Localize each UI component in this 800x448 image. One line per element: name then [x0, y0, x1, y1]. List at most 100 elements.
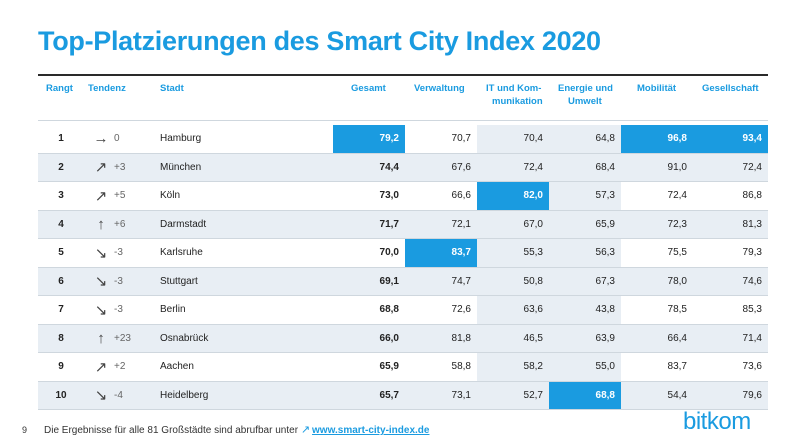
verwaltung-cell: 73,1	[451, 389, 471, 401]
trend-delta-cell: -3	[114, 247, 123, 259]
trend-arrow-icon: ↗	[94, 358, 108, 376]
header-gesamt: Gesamt	[351, 83, 386, 94]
header-it: IT und Kom- munikation	[486, 82, 543, 108]
mobilitaet-cell: 72,3	[667, 218, 687, 230]
rank-cell: 4	[58, 218, 64, 230]
it-cell: 52,7	[523, 389, 543, 401]
city-cell: Heidelberg	[160, 389, 209, 401]
page-number: 9	[22, 425, 28, 435]
trend-delta-cell: +23	[114, 332, 131, 344]
trend-delta-cell: -4	[114, 389, 123, 401]
gesamt-cell: 65,7	[379, 389, 399, 401]
header-gesellschaft: Gesellschaft	[702, 83, 759, 94]
table-row: 7 ↘ -3 Berlin 68,8 72,6 63,6 43,8 78,5 85,3	[38, 296, 768, 325]
table-row: 1 → 0 Hamburg 79,2 70,7 70,4 64,8 96,8 93,4	[38, 125, 768, 154]
city-cell: Karlsruhe	[160, 247, 203, 259]
verwaltung-cell: 83,7	[405, 239, 477, 267]
rank-cell: 3	[58, 190, 64, 202]
table-row: 10 ↘ -4 Heidelberg 65,7 73,1 52,7 68,8 54,4 79,6	[38, 381, 768, 410]
table-row: 8 ↑ +23 Osnabrück 66,0 81,8 46,5 63,9 66,4 71,4	[38, 324, 768, 353]
gesamt-cell: 68,8	[379, 304, 399, 316]
header-mobilitaet: Mobilität	[637, 83, 677, 94]
table-row: 6 ↘ -3 Stuttgart 69,1 74,7 50,8 67,3 78,0 74,6	[38, 267, 768, 296]
city-cell: Hamburg	[160, 133, 202, 145]
energie-cell: 63,9	[595, 332, 615, 344]
it-cell: 72,4	[523, 161, 543, 173]
it-cell: 46,5	[523, 332, 543, 344]
trend-arrow-icon: ↗	[94, 187, 108, 205]
energie-cell: 55,0	[549, 353, 621, 381]
verwaltung-cell: 66,6	[451, 190, 471, 202]
table-row: 2 ↗ +3 München 74,4 67,6 72,4 68,4 91,0 72,4	[38, 153, 768, 182]
gesamt-cell: 79,2	[333, 125, 405, 153]
table-row: 5 ↘ -3 Karlsruhe 70,0 83,7 55,3 56,3 75,5 79,3	[38, 239, 768, 268]
rank-cell: 7	[58, 304, 64, 316]
table-row: 9 ↗ +2 Aachen 65,9 58,8 58,2 55,0 83,7 73,6	[38, 353, 768, 382]
gesellschaft-cell: 71,4	[742, 332, 762, 344]
energie-cell: 57,3	[549, 182, 621, 210]
gesamt-cell: 70,0	[379, 247, 399, 259]
verwaltung-cell: 72,6	[451, 304, 471, 316]
trend-delta-cell: +5	[114, 190, 126, 202]
energie-cell: 65,9	[595, 218, 615, 230]
gesamt-cell: 66,0	[379, 332, 399, 344]
energie-cell: 68,8	[549, 381, 621, 409]
trend-delta-cell: +2	[114, 361, 126, 373]
footer-text: Die Ergebnisse für alle 81 Großstädte si…	[44, 425, 299, 436]
footer-note: Die Ergebnisse für alle 81 Großstädte si…	[44, 423, 429, 436]
trend-arrow-icon: ↗	[94, 159, 108, 177]
trend-delta-cell: +3	[114, 161, 126, 173]
external-link-icon: ↗	[300, 424, 311, 436]
mobilitaet-cell: 54,4	[667, 389, 687, 401]
trend-delta-cell: -3	[114, 304, 123, 316]
it-cell: 82,0	[477, 182, 549, 210]
trend-arrow-icon: ↑	[97, 329, 105, 347]
mobilitaet-cell: 83,7	[667, 361, 687, 373]
energie-cell: 64,8	[549, 125, 621, 153]
city-cell: Aachen	[160, 361, 194, 373]
header-verwaltung: Verwaltung	[414, 83, 465, 94]
trend-arrow-icon: ↘	[94, 244, 108, 262]
mobilitaet-cell: 91,0	[667, 161, 687, 173]
gesamt-cell: 73,0	[379, 190, 399, 202]
bitkom-logo: bitkom	[683, 408, 751, 435]
header-energie: Energie und Umwelt	[558, 82, 613, 108]
gesamt-cell: 71,7	[379, 218, 399, 230]
trend-arrow-icon: ↑	[97, 215, 105, 233]
verwaltung-cell: 70,7	[451, 133, 471, 145]
trend-delta-cell: -3	[114, 275, 123, 287]
it-cell: 63,6	[477, 296, 549, 324]
gesellschaft-cell: 74,6	[742, 275, 762, 287]
city-cell: Stuttgart	[160, 275, 198, 287]
trend-arrow-icon: ↘	[94, 273, 108, 291]
table-body: 1 → 0 Hamburg 79,2 70,7 70,4 64,8 96,8 93,4 2 ↗ +3 Mü…	[38, 125, 768, 410]
gesamt-cell: 69,1	[379, 275, 399, 287]
footer-link[interactable]: www.smart-city-index.de	[312, 425, 430, 436]
gesellschaft-cell: 72,4	[742, 161, 762, 173]
header-rank: Rangt	[46, 83, 73, 94]
verwaltung-cell: 67,6	[451, 161, 471, 173]
gesellschaft-cell: 93,4	[693, 125, 768, 153]
gesellschaft-cell: 79,3	[742, 247, 762, 259]
city-cell: Berlin	[160, 304, 186, 316]
trend-arrow-icon: →	[93, 130, 109, 148]
city-cell: Darmstadt	[160, 218, 207, 230]
it-cell: 70,4	[477, 125, 549, 153]
header-it-line2: munikation	[492, 96, 543, 107]
it-cell: 50,8	[523, 275, 543, 287]
gesamt-cell: 74,4	[379, 161, 399, 173]
rank-cell: 1	[58, 133, 64, 145]
verwaltung-cell: 74,7	[451, 275, 471, 287]
mobilitaet-cell: 66,4	[667, 332, 687, 344]
energie-cell: 43,8	[549, 296, 621, 324]
it-cell: 67,0	[523, 218, 543, 230]
energie-cell: 68,4	[595, 161, 615, 173]
trend-delta-cell: 0	[114, 133, 120, 145]
gesellschaft-cell: 81,3	[742, 218, 762, 230]
header-it-line1: IT und Kom-	[486, 83, 542, 94]
page-title: Top-Platzierungen des Smart City Index 2…	[38, 26, 601, 56]
mobilitaet-cell: 72,4	[667, 190, 687, 202]
mobilitaet-cell: 96,8	[621, 125, 693, 153]
rank-cell: 2	[58, 161, 64, 173]
gesellschaft-cell: 73,6	[742, 361, 762, 373]
